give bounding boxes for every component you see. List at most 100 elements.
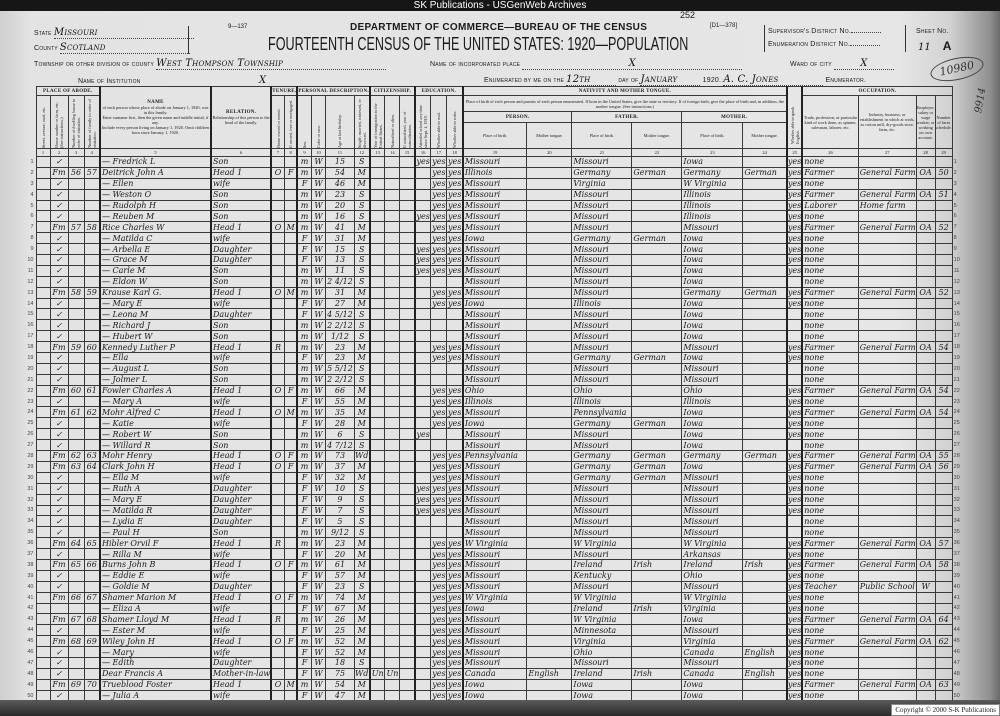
speaks-english-cell: yes xyxy=(785,221,803,234)
line-number-right: 3 xyxy=(953,180,957,187)
sex-cell: F xyxy=(296,308,312,321)
farm-schedule-cell xyxy=(934,275,953,288)
father-mother-tongue-cell: German xyxy=(631,471,683,484)
trade-cell: none xyxy=(801,254,859,266)
birthplace-cell: Missouri xyxy=(461,460,528,473)
trade-cell: none xyxy=(801,264,859,277)
birthplace-cell: Missouri xyxy=(461,286,528,299)
english-label: Whether able to speak English. xyxy=(789,106,800,144)
marital-status-cell: S xyxy=(353,580,371,593)
employer-class-cell: OA xyxy=(915,384,936,397)
color-cell: W xyxy=(310,482,327,495)
industry-cell: General Farm xyxy=(857,635,917,648)
father-birthplace-cell: Germany xyxy=(571,232,633,245)
can-read-cell: yes xyxy=(430,591,448,604)
naturalized-cell xyxy=(384,439,401,452)
marital-status-cell: M xyxy=(353,395,371,408)
relation-cell: Head 1 xyxy=(209,450,272,462)
free-mortgaged-cell xyxy=(283,548,298,560)
line-number: 10 xyxy=(27,256,34,263)
marital-status-cell: S xyxy=(353,373,371,386)
mother-tongue-cell xyxy=(526,352,573,364)
immigration-year-cell xyxy=(368,417,386,430)
immigration-year-cell xyxy=(368,656,386,669)
color-cell: W xyxy=(310,667,327,680)
age-cell: 61 xyxy=(325,558,355,571)
naturalization-year-cell xyxy=(399,515,416,528)
street-cell xyxy=(35,656,51,669)
free-mortgaged-cell xyxy=(283,493,298,506)
speaks-english-cell xyxy=(785,308,803,321)
attended-school-cell xyxy=(413,384,432,397)
naturalization-year-cell xyxy=(399,188,416,201)
mother-tongue-cell xyxy=(526,275,573,288)
name-cell: — Carle M xyxy=(99,264,212,277)
immigration-year-cell xyxy=(368,548,386,560)
name-cell: — Rilla M xyxy=(99,548,212,560)
approval-code: [D1—378] xyxy=(710,23,738,29)
immigration-year-cell xyxy=(368,591,386,604)
color-cell: W xyxy=(310,537,327,550)
marital-status-cell: S xyxy=(353,156,371,168)
birthplace-cell: Missouri xyxy=(461,210,528,223)
color-cell: W xyxy=(310,199,327,212)
employer-class-cell xyxy=(915,395,936,408)
birthplace-cell: Missouri xyxy=(461,264,528,277)
name-header: NAME of each person whose place of abode… xyxy=(99,86,212,149)
free-mortgaged-cell xyxy=(283,352,298,364)
street-cell xyxy=(35,199,51,212)
marital-status-cell: M xyxy=(353,177,371,190)
trade-cell: none xyxy=(801,482,859,495)
can-read-cell: yes xyxy=(430,352,448,364)
color-cell: W xyxy=(310,515,327,528)
relation-cell: wife xyxy=(209,646,272,658)
can-write-cell: yes xyxy=(446,297,464,310)
father-birthplace-cell: Missouri xyxy=(571,243,633,256)
line-number: 12 xyxy=(27,278,34,285)
home-owned-rented-cell xyxy=(270,656,285,669)
attended-school-cell xyxy=(413,275,432,288)
free-mortgaged-cell xyxy=(283,482,298,495)
employer-class-cell xyxy=(915,156,936,168)
trade-cell: none xyxy=(801,210,859,223)
attended-school-cell xyxy=(413,471,432,484)
relation-cell: Head 1 xyxy=(209,460,272,473)
speaks-english-cell: yes xyxy=(785,156,803,168)
color-cell: W xyxy=(310,243,327,256)
color-cell: W xyxy=(310,558,327,571)
mother-mother-tongue-cell xyxy=(742,569,788,582)
line-number: 48 xyxy=(27,670,34,677)
birthplace-cell: Missouri xyxy=(461,439,528,452)
family-number-cell xyxy=(83,482,101,495)
birthplace-cell: Missouri xyxy=(461,635,528,648)
trade-cell: none xyxy=(801,362,859,375)
can-read-cell: yes xyxy=(430,493,448,506)
trade-cell: none xyxy=(801,548,859,560)
trade-cell: none xyxy=(801,439,859,452)
speaks-english-cell xyxy=(785,330,803,343)
trade-cell: Farmer xyxy=(801,341,859,354)
mother-tongue-cell xyxy=(526,656,573,669)
relation-cell: Head 1 xyxy=(209,341,272,354)
name-cell: — Eldon W xyxy=(99,275,212,288)
relation-cell: Daughter xyxy=(209,504,272,517)
house-number-cell: ✓ xyxy=(49,373,69,386)
can-read-cell: yes xyxy=(430,471,448,484)
mother-mother-tongue-cell xyxy=(742,439,788,452)
color-cell: W xyxy=(310,504,327,517)
mother-birthplace-cell: Arkansas xyxy=(681,548,744,560)
street-cell xyxy=(35,537,51,550)
birthplace-cell: Missouri xyxy=(461,254,528,266)
free-mortgaged-cell xyxy=(283,471,298,484)
attended-school-cell xyxy=(413,515,432,528)
home-owned-rented-cell xyxy=(270,526,285,539)
attended-school-cell xyxy=(413,591,432,604)
attended-school-cell: yes xyxy=(413,254,432,266)
name-cell: Krause Karl G. xyxy=(99,286,212,299)
name-cell: — Grace M xyxy=(99,254,212,266)
home-owned-rented-cell xyxy=(270,646,285,658)
street-cell xyxy=(35,221,51,234)
